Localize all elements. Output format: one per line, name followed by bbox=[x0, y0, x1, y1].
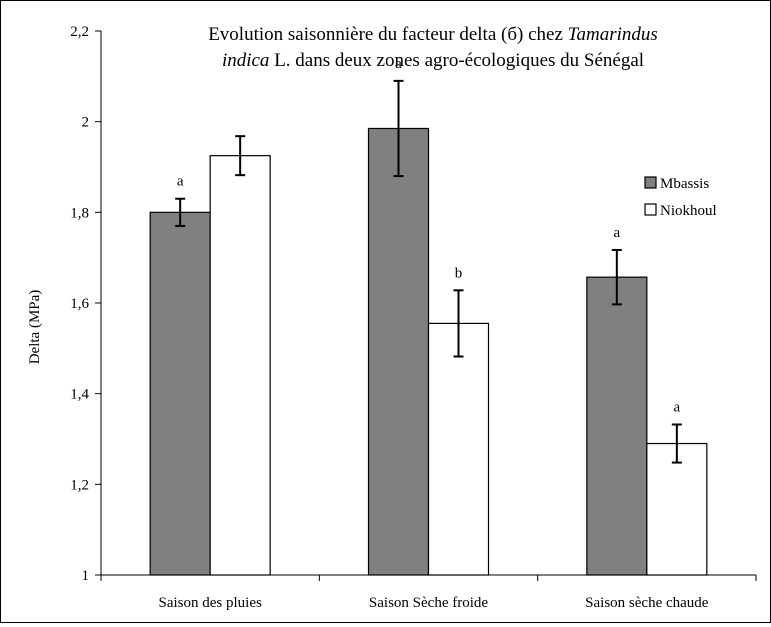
bar bbox=[646, 442, 708, 576]
x-category-label: Saison sèche chaude bbox=[585, 595, 709, 611]
bar bbox=[427, 322, 490, 576]
y-tick-label: 1,6 bbox=[70, 296, 89, 312]
x-category-label: Saison Sèche froide bbox=[369, 595, 488, 611]
y-tick-label: 2 bbox=[82, 115, 90, 131]
chart-title-line-1: Evolution saisonnière du facteur delta (… bbox=[208, 24, 658, 45]
legend-swatch bbox=[644, 203, 657, 216]
significance-letter: a bbox=[673, 399, 680, 415]
bar bbox=[149, 211, 211, 576]
y-tick-label: 1,4 bbox=[70, 387, 89, 403]
significance-letter: b bbox=[455, 265, 463, 281]
significance-letter: a bbox=[177, 174, 184, 190]
chart-title-line-2: indica L. dans deux zones agro-écologiqu… bbox=[222, 50, 644, 71]
y-tick-label: 2,2 bbox=[70, 24, 89, 40]
chart-title-italic-2: indica bbox=[222, 50, 270, 71]
bar bbox=[586, 276, 648, 576]
y-tick-label: 1,8 bbox=[70, 205, 89, 221]
y-tick-label: 1 bbox=[82, 568, 90, 584]
bar bbox=[367, 127, 430, 576]
chart-title-suffix: L. dans deux zones agro-écologiques du S… bbox=[269, 50, 644, 71]
plot-area: 1 1,2 1,4 1,6 1,8 2 2,2 Saison des pluies Saison… bbox=[70, 24, 757, 611]
legend-label: Niokhoul bbox=[660, 203, 717, 219]
significance-letter: a bbox=[395, 56, 402, 72]
chart-title-italic-1: Tamarindus bbox=[568, 24, 658, 45]
y-axis-label: Delta (MPa) bbox=[27, 290, 43, 365]
legend-swatch bbox=[644, 176, 657, 189]
chart-title-prefix: Evolution saisonnière du facteur delta (… bbox=[208, 24, 567, 45]
x-category-label: Saison des pluies bbox=[158, 595, 261, 611]
y-tick-label: 1,2 bbox=[70, 477, 89, 493]
bar bbox=[209, 155, 271, 576]
significance-letter: a bbox=[613, 225, 620, 241]
legend-label: Mbassis bbox=[660, 176, 709, 192]
